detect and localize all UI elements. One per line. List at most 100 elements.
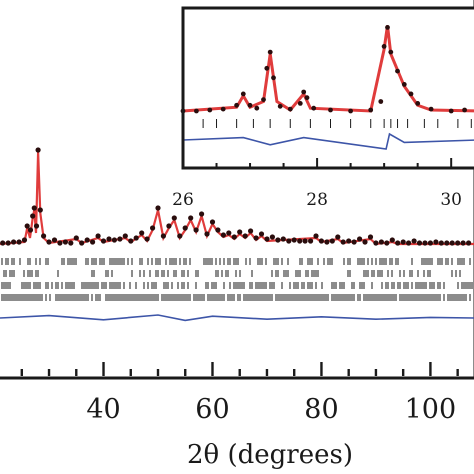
observed-point xyxy=(286,238,292,244)
observed-point xyxy=(133,235,139,241)
observed-point xyxy=(449,240,455,246)
calculated-curve xyxy=(0,151,474,246)
observed-point xyxy=(406,240,412,246)
observed-point xyxy=(166,223,172,229)
inset-observed-point xyxy=(220,106,226,112)
observed-point xyxy=(193,227,199,233)
inset-plot: 26 28 30 xyxy=(172,6,474,210)
observed-point xyxy=(384,240,390,246)
inset-series xyxy=(180,25,474,150)
observed-point xyxy=(100,238,107,244)
observed-point xyxy=(90,239,96,245)
inset-observed-point xyxy=(271,75,276,81)
observed-point xyxy=(139,230,145,236)
inset-observed-point xyxy=(388,49,394,55)
observed-point xyxy=(31,205,37,211)
observed-point xyxy=(41,233,47,239)
observed-point xyxy=(346,238,352,244)
inset-difference-line xyxy=(182,132,474,150)
observed-point xyxy=(362,239,368,245)
inset-x-tick-label: 28 xyxy=(306,190,328,210)
observed-point xyxy=(444,240,450,246)
observed-point xyxy=(144,236,150,242)
inset-observed-point xyxy=(261,97,266,102)
inset-observed-point xyxy=(240,91,246,97)
observed-point xyxy=(128,238,134,244)
observed-point xyxy=(11,239,17,245)
observed-point xyxy=(455,240,461,246)
observed-point xyxy=(329,238,335,244)
x-tick-label: 80 xyxy=(304,394,338,425)
observed-point xyxy=(400,239,406,245)
observed-point xyxy=(46,239,52,245)
observed-point xyxy=(308,238,314,244)
observed-points xyxy=(0,147,472,246)
observed-point xyxy=(79,240,85,246)
inset-plot-frame xyxy=(181,6,474,170)
observed-point xyxy=(389,237,395,243)
inset-observed-point xyxy=(301,89,307,95)
observed-point xyxy=(378,239,384,245)
observed-point xyxy=(177,233,183,239)
difference-curve xyxy=(0,314,474,322)
observed-point xyxy=(367,234,374,240)
observed-point xyxy=(264,236,270,242)
calculated-line xyxy=(0,151,474,246)
observed-point xyxy=(0,240,6,246)
observed-point xyxy=(220,232,226,238)
observed-point xyxy=(122,233,128,239)
observed-point xyxy=(21,237,28,243)
observed-point xyxy=(106,236,112,242)
observed-point xyxy=(182,225,188,231)
inset-plot-background xyxy=(183,8,474,168)
inset-observed-point xyxy=(311,105,317,111)
inset-observed-point xyxy=(385,25,390,30)
inset-observed-point xyxy=(462,107,467,113)
observed-point xyxy=(160,233,166,239)
observed-point xyxy=(318,238,324,244)
observed-point xyxy=(204,231,210,237)
inset-x-axis-ticks: 26 28 30 xyxy=(172,158,462,210)
inset-observed-point xyxy=(328,107,333,113)
observed-point xyxy=(68,240,74,246)
observed-point xyxy=(171,215,177,221)
inset-observed-point xyxy=(207,107,213,113)
inset-observed-point xyxy=(408,91,414,97)
main-plot-frame xyxy=(0,0,474,380)
inset-observed-point xyxy=(378,99,384,104)
observed-point xyxy=(422,240,428,246)
inset-observed-point xyxy=(234,102,240,108)
observed-point xyxy=(395,240,401,246)
observed-point xyxy=(62,239,68,245)
inset-observed-point xyxy=(401,82,407,87)
x-tick-label: 100 xyxy=(405,394,457,425)
observed-point xyxy=(199,211,205,217)
observed-point xyxy=(340,239,346,245)
inset-observed-point xyxy=(415,101,421,106)
observed-point xyxy=(150,225,156,231)
observed-point xyxy=(5,240,11,246)
observed-point xyxy=(111,237,117,243)
observed-point xyxy=(24,223,30,229)
observed-point xyxy=(302,238,308,244)
inset-observed-point xyxy=(395,68,400,74)
observed-point xyxy=(433,239,439,245)
observed-point xyxy=(231,234,237,240)
x-axis-ticks: 40 60 80 100 xyxy=(20,362,459,425)
inset-observed-point xyxy=(287,106,293,112)
observed-point xyxy=(258,231,265,237)
observed-point xyxy=(37,207,43,213)
observed-point xyxy=(33,223,40,229)
observed-point xyxy=(95,233,101,239)
reflection-tick-rows xyxy=(1,258,473,301)
observed-point xyxy=(237,229,243,235)
observed-point xyxy=(209,219,216,225)
difference-line xyxy=(0,314,474,322)
observed-point xyxy=(242,233,248,239)
inset-observed-point xyxy=(368,107,374,113)
observed-point xyxy=(248,228,254,234)
inset-observed-point xyxy=(194,108,199,114)
observed-point xyxy=(30,213,36,219)
